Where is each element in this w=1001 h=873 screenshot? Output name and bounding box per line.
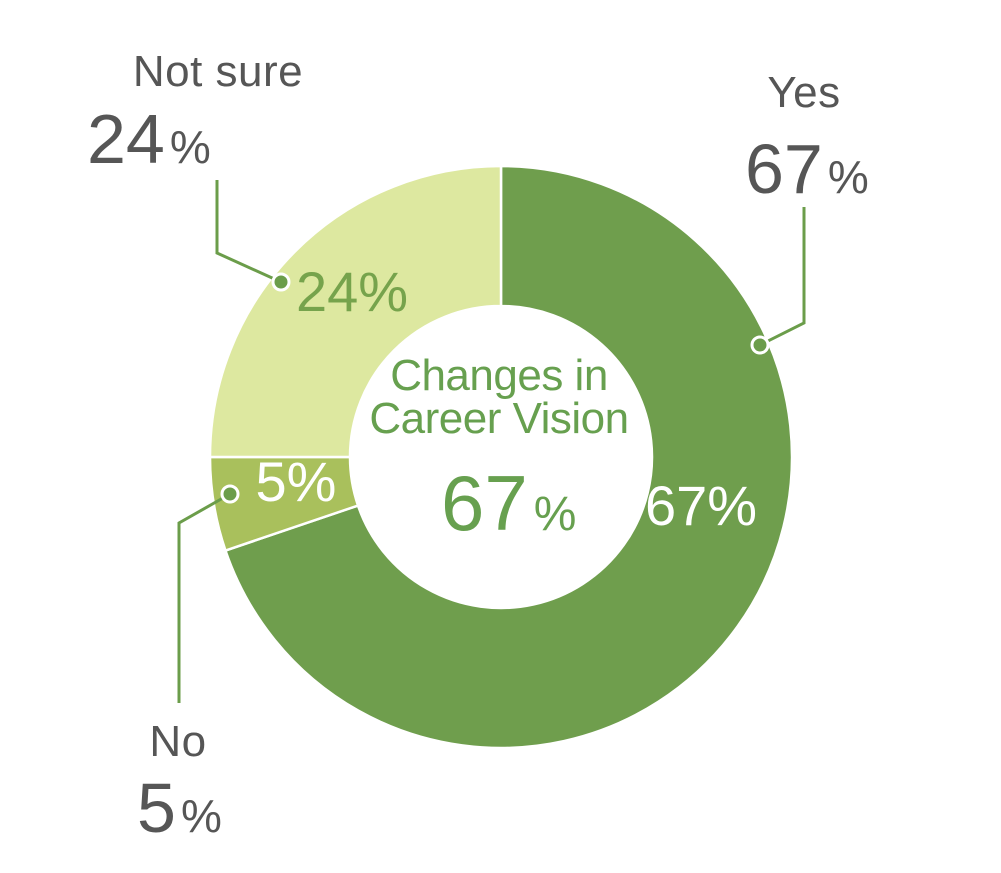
slice-label-not-sure: 24% [296,260,408,323]
leader-line-no [177,492,231,703]
center-label: Changes in Career Vision 67% [369,351,629,547]
callout-yes-value: 67% [745,130,869,208]
callout-yes-label: Yes [767,68,840,117]
leader-dot-yes [750,335,770,355]
slice-not-sure [208,164,503,459]
center-value: 67% [441,459,576,547]
leader-line-not-sure [215,180,282,284]
callout-not-sure-label: Not sure [133,47,303,96]
slice-label-no: 5% [256,450,337,513]
callout-not-sure-value: 24% [87,100,211,178]
leader-line-yes [759,207,806,347]
callout-not-sure: Not sure 24% [87,47,303,178]
callout-no-value: 5% [137,769,222,847]
center-title-line2: Career Vision [369,394,628,443]
callout-no: No 5% [137,717,222,847]
donut-ring [208,164,794,750]
leader-dot-no [220,484,240,504]
center-title-line1: Changes in [390,351,608,400]
callout-leaders [177,180,806,703]
leader-dot-not-sure [271,272,291,292]
slice-yes [224,164,794,750]
slice-label-yes: 67% [645,474,757,537]
callout-no-label: No [149,717,206,766]
callout-yes: Yes 67% [745,68,869,208]
